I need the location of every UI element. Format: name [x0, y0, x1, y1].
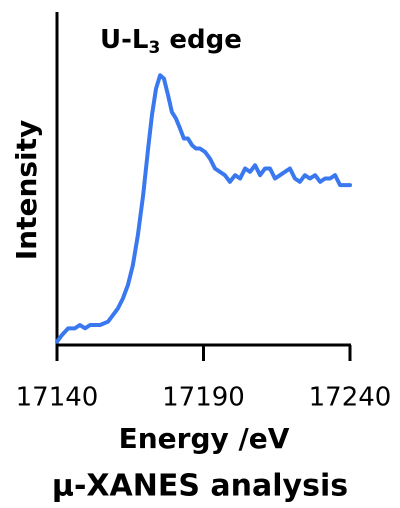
annotation-suffix: edge: [160, 25, 242, 55]
annotation: U-L3 edge: [100, 25, 242, 59]
x-tick-label: 17240: [309, 383, 392, 413]
annotation-subscript: 3: [148, 38, 160, 58]
x-axis-label: Energy /eV: [119, 422, 290, 455]
x-tick-label: 17140: [16, 383, 99, 413]
x-tick-label: 17190: [162, 383, 245, 413]
annotation-main: U-L: [100, 25, 148, 55]
y-axis-label: Intensity: [10, 120, 43, 261]
chart-title: μ-XANES analysis: [52, 469, 348, 504]
series-line: [55, 73, 352, 344]
